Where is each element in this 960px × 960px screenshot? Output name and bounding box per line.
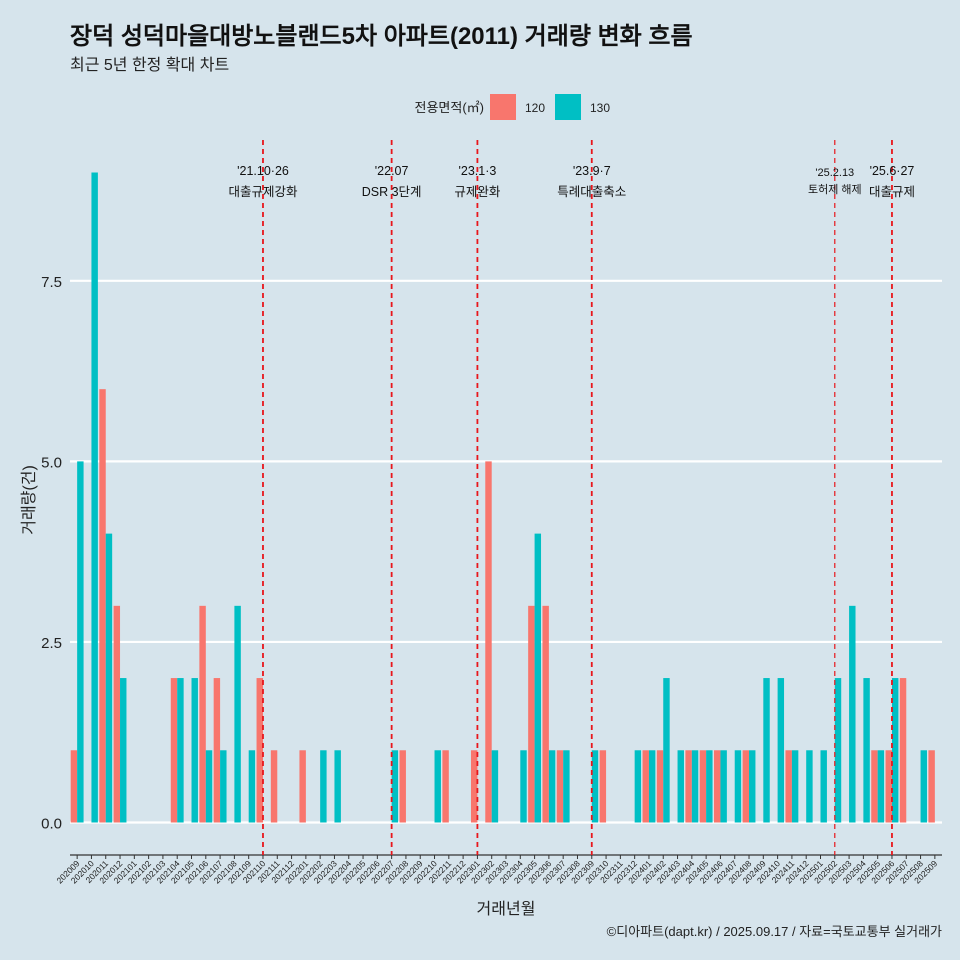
bar-120-202011 — [99, 389, 106, 823]
legend-title: 전용면적(㎡) — [415, 100, 485, 115]
bar-130-202011 — [105, 533, 113, 823]
event-label-202506: 대출규제 — [869, 185, 915, 199]
y-tick-label: 2.5 — [41, 635, 62, 652]
x-axis-label: 거래년월 — [477, 900, 536, 918]
bar-130-202010 — [91, 172, 98, 823]
bar-130-202305 — [534, 533, 542, 823]
bar-130-202108 — [234, 605, 241, 823]
event-date-202301: '23.1·3 — [458, 164, 496, 178]
legend-key-120 — [490, 94, 516, 120]
event-label-202309: 특례대출축소 — [557, 185, 626, 199]
bar-130-202107 — [220, 750, 227, 823]
chart-caption: ©디아파트(dapt.kr) / 2025.09.17 / 자료=국토교통부 실… — [607, 924, 942, 939]
bar-130-202508 — [920, 750, 927, 823]
bar-120-202509 — [928, 750, 935, 823]
bar-130-202109 — [248, 750, 256, 823]
bar-130-202105 — [191, 678, 198, 823]
bar-130-202408 — [749, 750, 756, 823]
bar-130-202411 — [791, 750, 799, 823]
bar-120-202104 — [170, 678, 178, 823]
bar-120-202302 — [485, 461, 492, 823]
bar-120-202507 — [899, 678, 907, 823]
y-tick-label: 0.0 — [41, 816, 62, 833]
bar-130-202202 — [320, 750, 327, 823]
bar-130-202309 — [591, 750, 599, 823]
bar-130-202506 — [891, 678, 899, 823]
bar-120-202211 — [442, 750, 449, 823]
bar-120-202009 — [70, 750, 78, 823]
bar-120-202310 — [599, 750, 607, 823]
bar-130-202304 — [520, 750, 527, 823]
y-axis-label: 거래량(건) — [20, 465, 38, 535]
event-label-202110: 대출규제강화 — [228, 185, 298, 199]
bar-130-202312 — [634, 750, 642, 823]
bar-120-202012 — [113, 605, 121, 823]
bar-120-202306 — [542, 605, 549, 823]
legend: 전용면적(㎡) 120 130 — [415, 94, 610, 120]
bar-130-202503 — [849, 605, 856, 823]
plot-area: 0.02.55.07.52020092020102020112020122021… — [41, 140, 942, 885]
bar-120-202505 — [871, 750, 878, 823]
bar-130-202401 — [648, 750, 656, 823]
bar-120-202405 — [699, 750, 707, 823]
event-label-202207: DSR 3단계 — [362, 185, 422, 199]
event-date-202309: '23.9·7 — [573, 164, 611, 178]
bar-130-202404 — [691, 750, 699, 823]
event-label-202502: 토허제 해제 — [808, 182, 862, 196]
bar-130-202403 — [677, 750, 684, 823]
event-date-202207: '22.07 — [375, 164, 409, 178]
chart-subtitle: 최근 5년 한정 확대 차트 — [70, 56, 229, 74]
bar-120-202305 — [528, 605, 535, 823]
bar-130-202412 — [806, 750, 813, 823]
bar-130-202501 — [820, 750, 827, 823]
bar-120-202401 — [642, 750, 649, 823]
bar-120-202201 — [299, 750, 306, 823]
legend-label-120: 120 — [525, 101, 545, 115]
bar-130-202409 — [763, 678, 770, 823]
bar-130-202307 — [563, 750, 570, 823]
bar-130-202410 — [777, 678, 785, 823]
bar-120-202506 — [885, 750, 892, 823]
bar-130-202502 — [834, 678, 842, 823]
bar-120-202307 — [556, 750, 564, 823]
legend-key-130 — [555, 94, 581, 120]
bar-120-202408 — [742, 750, 750, 823]
bar-130-202012 — [120, 678, 127, 823]
bar-120-202107 — [213, 678, 221, 823]
event-date-202502: '25.2.13 — [815, 167, 854, 179]
legend-label-130: 130 — [590, 101, 610, 115]
bar-130-202104 — [177, 678, 184, 823]
bar-130-202106 — [205, 750, 213, 823]
bar-130-202505 — [877, 750, 885, 823]
bar-120-202110 — [256, 678, 263, 823]
y-tick-label: 7.5 — [41, 274, 62, 291]
bar-120-202406 — [713, 750, 721, 823]
bar-130-202406 — [720, 750, 727, 823]
bar-130-202203 — [334, 750, 341, 823]
bar-130-202009 — [77, 461, 84, 823]
bar-130-202207 — [391, 750, 399, 823]
bar-130-202302 — [491, 750, 499, 823]
bar-130-202405 — [706, 750, 713, 823]
chart-title: 장덕 성덕마을대방노블랜드5차 아파트(2011) 거래량 변화 흐름 — [70, 23, 693, 50]
bar-130-202402 — [663, 678, 670, 823]
bar-120-202208 — [399, 750, 406, 823]
bar-120-202301 — [470, 750, 478, 823]
bar-120-202111 — [270, 750, 278, 823]
event-label-202301: 규제완화 — [454, 185, 501, 199]
bar-130-202306 — [548, 750, 556, 823]
event-date-202110: '21.10·26 — [237, 164, 289, 178]
event-date-202506: '25.6·27 — [870, 164, 915, 178]
bar-130-202504 — [863, 678, 870, 823]
bar-130-202210 — [434, 750, 441, 823]
bar-130-202407 — [734, 750, 742, 823]
bar-120-202106 — [199, 605, 206, 823]
bar-120-202404 — [685, 750, 692, 823]
bar-120-202411 — [785, 750, 792, 823]
y-tick-label: 5.0 — [41, 454, 62, 471]
bar-120-202402 — [656, 750, 664, 823]
